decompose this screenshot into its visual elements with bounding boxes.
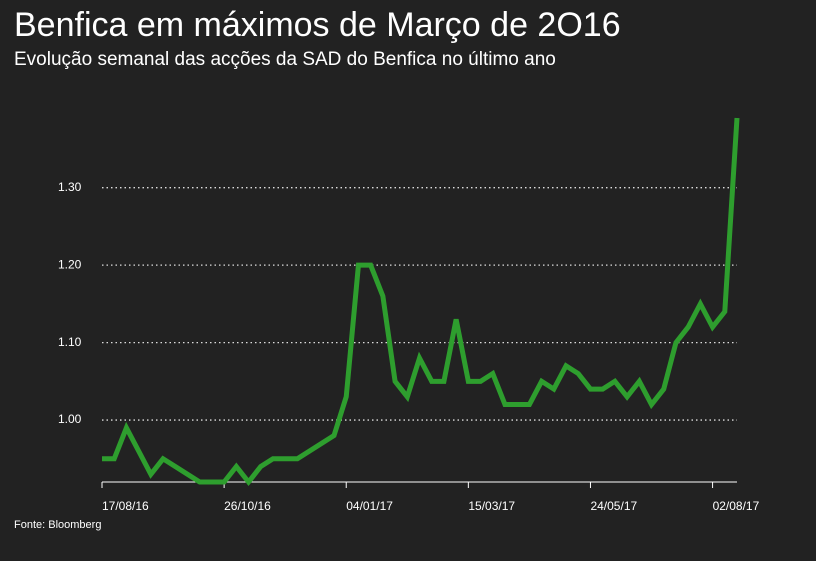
chart-title: Benfica em máximos de Março de 2O16 [14,6,621,44]
x-tick-label: 02/08/17 [713,499,760,513]
data-line [102,117,740,487]
y-tick-label: 1.00 [58,412,82,426]
source-note: Fonte: Bloomberg [14,519,102,531]
x-tick-label: 04/01/17 [346,499,393,513]
x-tick-label: 26/10/16 [224,499,271,513]
x-tick-label: 24/05/17 [590,499,637,513]
x-tick-label: 17/08/16 [102,499,149,513]
x-tick-label: 15/03/17 [468,499,515,513]
chart-subtitle: Evolução semanal das acções da SAD do Be… [14,49,556,70]
y-tick-label: 1.10 [58,335,82,349]
y-tick-label: 1.20 [58,257,82,271]
y-tick-label: 1.30 [58,180,82,194]
